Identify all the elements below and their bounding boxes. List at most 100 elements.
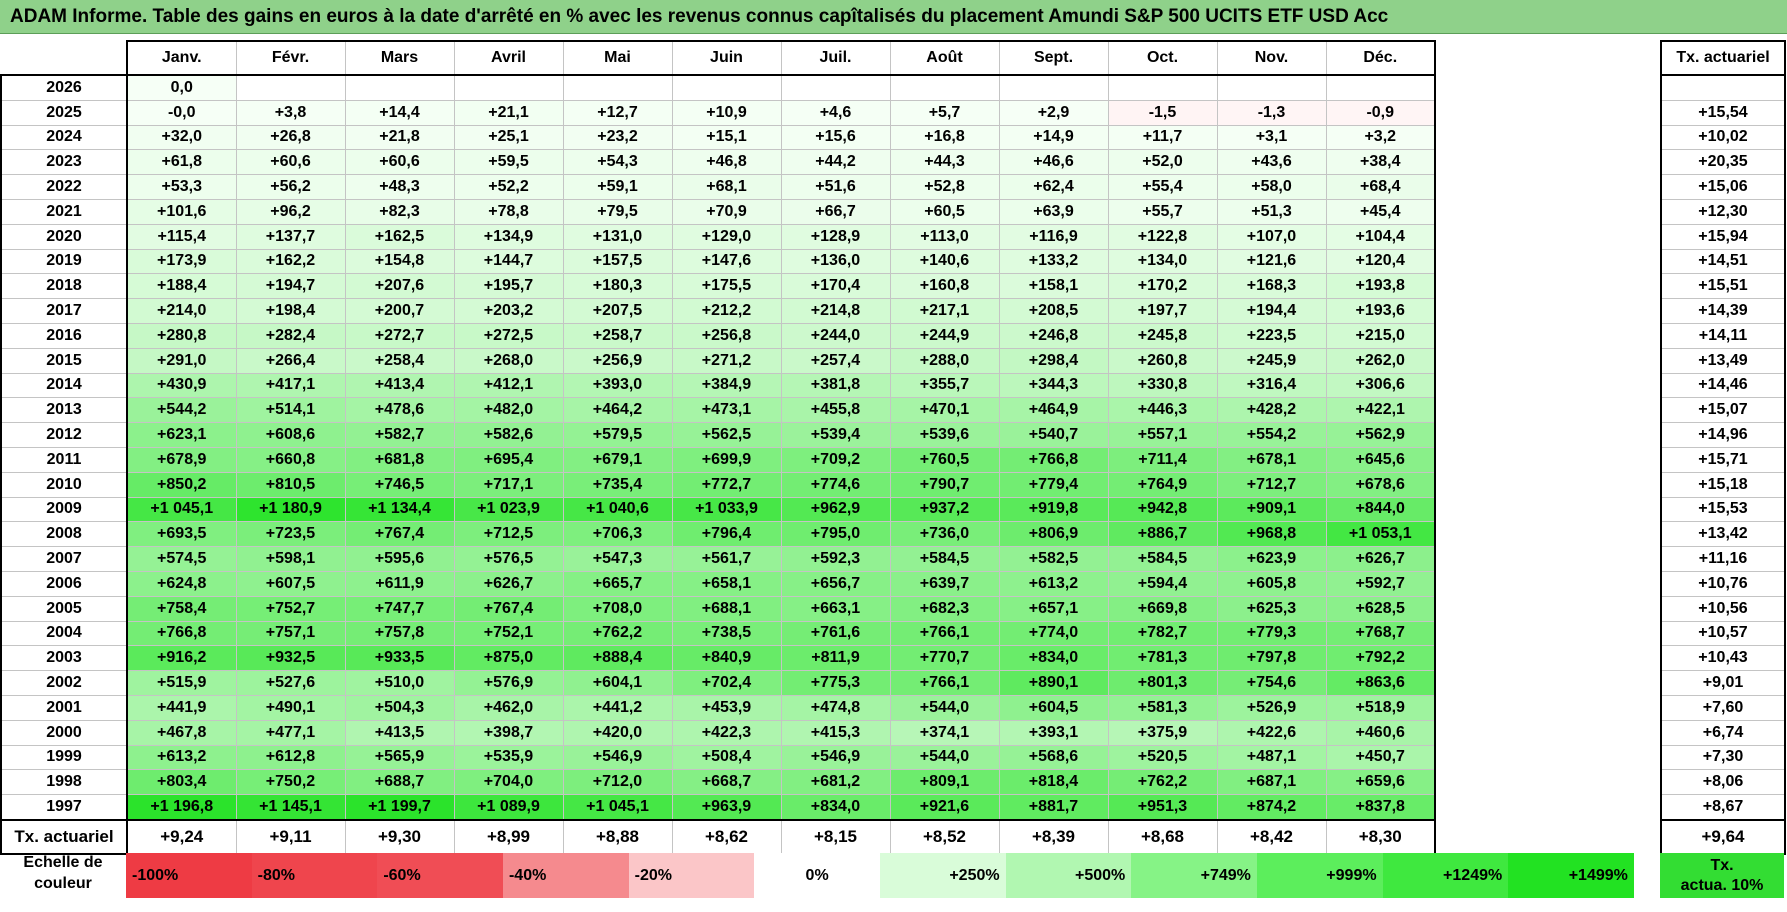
table-cell: +137,7 (235, 223, 346, 250)
table-cell: +775,3 (780, 670, 891, 696)
table-cell: +134,0 (1107, 248, 1218, 275)
table-cell: +68,1 (671, 174, 782, 200)
table-cell: +515,9 (126, 670, 237, 696)
table-cell: +834,0 (998, 645, 1109, 672)
table-cell: +568,6 (998, 744, 1109, 771)
table-cell: +157,5 (562, 248, 673, 275)
table-cell: +180,3 (562, 273, 673, 300)
rate-cell: +12,30 (1660, 198, 1786, 225)
table-cell: +272,7 (344, 322, 455, 349)
table-cell: +158,1 (998, 273, 1109, 300)
table-cell: +63,9 (998, 198, 1109, 225)
month-header: Sept. (998, 40, 1109, 76)
table-row: 1999 +613,2 +612,8 +565,9 +535,9 +546,9 +508,4… (0, 744, 1436, 771)
table-cell: +681,2 (780, 769, 891, 796)
table-cell: +393,1 (998, 719, 1109, 746)
table-cell: +107,0 (1216, 223, 1327, 250)
table-cell: +453,9 (671, 694, 782, 721)
rate-cell: +10,57 (1660, 620, 1786, 647)
table-cell: +565,9 (344, 744, 455, 771)
table-cell: +170,2 (1107, 273, 1218, 300)
table-cell: +834,0 (780, 794, 891, 821)
footer-label: Tx. actuariel (0, 818, 128, 855)
table-cell: +607,5 (235, 570, 346, 597)
table-cell: +582,6 (453, 422, 564, 448)
month-header: Nov. (1216, 40, 1327, 76)
table-cell: +330,8 (1107, 372, 1218, 399)
side-row: +15,18 (1660, 471, 1786, 498)
table-cell: +2,9 (998, 99, 1109, 126)
table-cell: +21,1 (453, 99, 564, 126)
table-cell: +579,5 (562, 422, 673, 448)
side-row: +6,74 (1660, 719, 1786, 746)
table-cell: +441,9 (126, 694, 237, 721)
table-row: 1997 +1 196,8 +1 145,1 +1 199,7 +1 089,9 +1 0… (0, 794, 1436, 821)
table-row: 2001 +441,9 +490,1 +504,3 +462,0 +441,2 +453,9… (0, 694, 1436, 721)
table-cell: +462,0 (453, 694, 564, 721)
table-cell: +446,3 (1107, 397, 1218, 424)
table-cell: +760,5 (889, 446, 1000, 473)
footer-cell: +8,15 (780, 818, 891, 855)
table-row: 2003 +916,2 +932,5 +933,5 +875,0 +888,4 +840,9… (0, 645, 1436, 672)
rate-cell: +10,02 (1660, 124, 1786, 151)
side-row: +13,42 (1660, 521, 1786, 548)
table-cell: +60,6 (235, 149, 346, 176)
table-cell: +53,3 (126, 174, 237, 200)
table-cell: +681,8 (344, 446, 455, 473)
table-cell: +48,3 (344, 174, 455, 200)
table-cell: +546,9 (562, 744, 673, 771)
footer-cell: +8,88 (562, 818, 673, 855)
table-cell: +133,2 (998, 248, 1109, 275)
table-cell: +624,8 (126, 570, 237, 597)
table-cell: +682,3 (889, 595, 1000, 622)
table-cell: +659,6 (1325, 769, 1436, 796)
table-cell: 0,0 (126, 74, 237, 101)
table-cell (1216, 74, 1327, 101)
table-cell: +467,8 (126, 719, 237, 746)
table-cell: +355,7 (889, 372, 1000, 399)
year-label: 2001 (0, 694, 128, 721)
table-cell: +850,2 (126, 471, 237, 498)
table-cell: +772,7 (671, 471, 782, 498)
table-cell: +768,7 (1325, 620, 1436, 647)
table-row: 2017 +214,0 +198,4 +200,7 +203,2 +207,5 +212,2… (0, 298, 1436, 324)
rate-cell (1660, 74, 1786, 101)
table-cell: +51,6 (780, 174, 891, 200)
table-cell: +1 196,8 (126, 794, 237, 821)
table-cell: +256,8 (671, 322, 782, 349)
table-cell: +803,4 (126, 769, 237, 796)
table-cell: +134,9 (453, 223, 564, 250)
rate-cell: +14,96 (1660, 422, 1786, 448)
table-cell: +116,9 (998, 223, 1109, 250)
table-cell: +962,9 (780, 496, 891, 523)
table-cell: +195,7 (453, 273, 564, 300)
legend-swatch: +1249% (1382, 853, 1509, 898)
table-cell: +810,5 (235, 471, 346, 498)
table-cell: +51,3 (1216, 198, 1327, 225)
side-footer-row: +9,64 (1660, 818, 1786, 855)
table-cell: +52,0 (1107, 149, 1218, 176)
table-cell: +412,1 (453, 372, 564, 399)
table-cell: +752,7 (235, 595, 346, 622)
month-header: Avril (453, 40, 564, 76)
side-row: +10,56 (1660, 595, 1786, 622)
table-cell: +626,7 (1325, 546, 1436, 572)
table-cell: +561,7 (671, 546, 782, 572)
rate-cell: +15,71 (1660, 446, 1786, 473)
table-cell: +197,7 (1107, 298, 1218, 324)
year-label: 2019 (0, 248, 128, 275)
table-cell: +1 199,7 (344, 794, 455, 821)
table-cell: +477,1 (235, 719, 346, 746)
table-cell: +508,4 (671, 744, 782, 771)
rate-cell: +15,06 (1660, 174, 1786, 200)
table-cell: +942,8 (1107, 496, 1218, 523)
year-label: 2014 (0, 372, 128, 399)
table-cell: +757,1 (235, 620, 346, 647)
rate-cell: +10,43 (1660, 645, 1786, 672)
table-cell: +12,7 (562, 99, 673, 126)
table-cell: +770,7 (889, 645, 1000, 672)
table-cell: +200,7 (344, 298, 455, 324)
legend-swatch: +999% (1256, 853, 1383, 898)
table-cell: +194,7 (235, 273, 346, 300)
table-cell: +669,8 (1107, 595, 1218, 622)
